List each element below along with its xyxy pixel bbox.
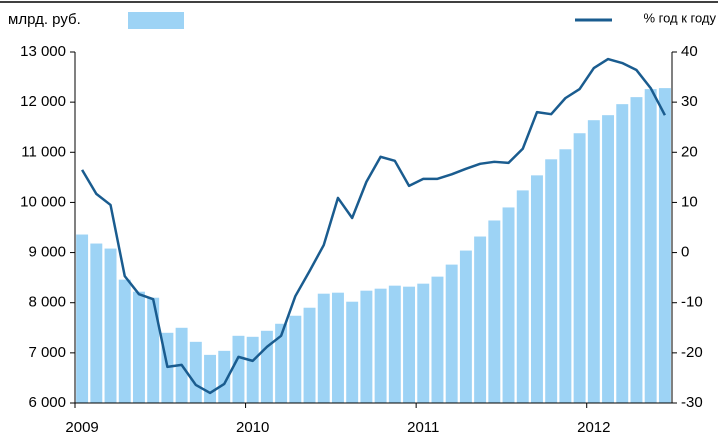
- bar: [417, 283, 430, 403]
- x-tick-label: 2009: [65, 419, 98, 436]
- bar: [403, 286, 416, 403]
- bar: [431, 276, 444, 403]
- line: [81, 57, 666, 395]
- bar: [559, 149, 572, 403]
- y2-tick-label: -20: [681, 344, 703, 361]
- y2-tick-label: 10: [681, 193, 698, 210]
- bar: [474, 236, 487, 403]
- bar: [616, 104, 629, 404]
- bar: [331, 292, 344, 403]
- bar: [630, 97, 643, 403]
- bar: [445, 264, 458, 403]
- x-tick-label: 2011: [407, 419, 439, 436]
- bar: [289, 315, 302, 403]
- bar: [132, 291, 145, 403]
- bar: [218, 350, 231, 403]
- x-tick-label: 2012: [577, 419, 610, 436]
- y-tick-label: 12 000: [20, 93, 66, 110]
- y2-tick-label: 0: [681, 244, 689, 261]
- bar: [388, 285, 401, 403]
- legend-label: млрд. руб.: [8, 11, 81, 28]
- y2-tick-label: 40: [681, 43, 698, 60]
- bar: [317, 293, 330, 403]
- bar: [360, 290, 373, 403]
- legend-label: % год к году: [643, 10, 716, 25]
- y-tick-label: 6 000: [28, 394, 66, 411]
- bar: [346, 301, 359, 403]
- bar: [488, 220, 501, 403]
- y2-tick-label: -30: [681, 394, 703, 411]
- bar: [573, 133, 586, 403]
- bar: [118, 279, 131, 403]
- bar: [374, 288, 387, 403]
- bar: [232, 335, 245, 403]
- bar: [90, 243, 103, 403]
- bar: [658, 88, 671, 404]
- y-tick-label: 7 000: [28, 344, 66, 361]
- y-tick-label: 13 000: [20, 43, 66, 60]
- bar: [602, 115, 615, 404]
- bar: [275, 323, 288, 403]
- bar: [189, 341, 202, 403]
- legend-swatch: [128, 12, 184, 29]
- y-tick-label: 11 000: [21, 143, 66, 160]
- bar: [147, 297, 160, 403]
- bar: [260, 330, 273, 403]
- y2-tick-label: -10: [681, 294, 703, 311]
- y-tick-label: 9 000: [28, 244, 66, 261]
- bar: [644, 89, 657, 403]
- bar: [459, 250, 472, 403]
- bar: [587, 120, 600, 404]
- bar: [516, 190, 529, 403]
- y-tick-label: 8 000: [28, 294, 66, 311]
- bar: [303, 307, 316, 403]
- bar: [246, 336, 259, 403]
- bar: [545, 159, 558, 403]
- bar: [530, 175, 543, 403]
- bar: [204, 354, 217, 403]
- y-tick-label: 10 000: [20, 193, 66, 210]
- bar: [502, 207, 515, 403]
- bar: [104, 248, 117, 403]
- y2-tick-label: 20: [681, 143, 698, 160]
- bar: [76, 234, 89, 403]
- y2-tick-label: 30: [681, 93, 698, 110]
- x-tick-label: 2010: [236, 419, 269, 436]
